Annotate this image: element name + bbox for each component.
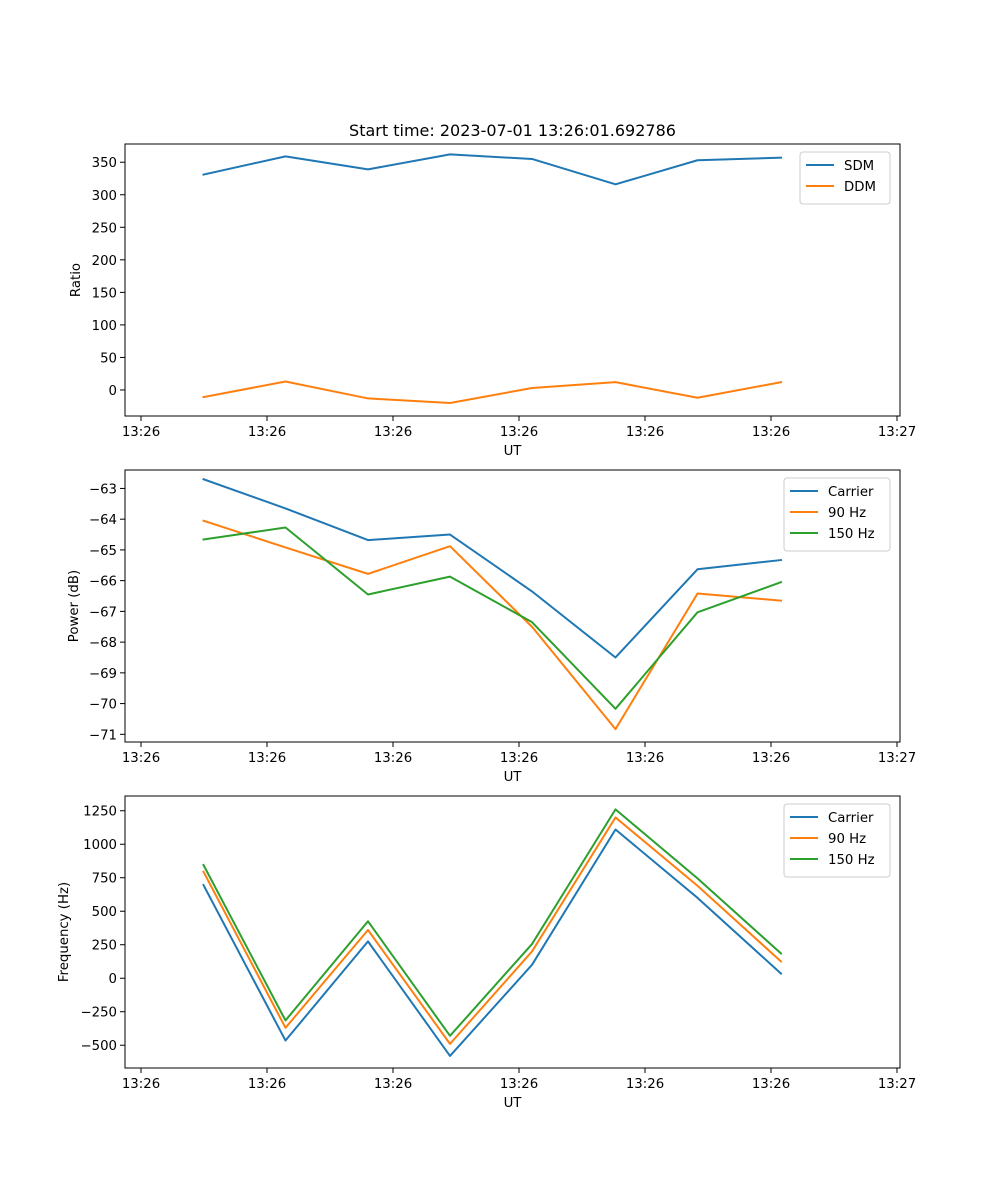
plot-area (125, 796, 900, 1068)
series-line-150-hz (202, 808, 783, 1037)
y-tick-label: −500 (80, 1039, 117, 1054)
x-tick-label: 13:26 (122, 751, 160, 766)
y-tick-label: 1250 (83, 805, 117, 820)
x-tick-label: 13:26 (626, 1077, 664, 1092)
plot-frame (124, 795, 901, 1069)
y-tick-label: 250 (92, 939, 117, 954)
x-tick-label: 13:26 (374, 751, 412, 766)
x-tick-label: 13:26 (248, 1077, 286, 1092)
y-tick-label: 0 (109, 384, 117, 399)
legend: Carrier 90 Hz 150 Hz (783, 803, 891, 878)
y-tick-label: 150 (92, 286, 117, 301)
legend: Carrier 90 Hz 150 Hz (783, 477, 891, 552)
y-tick-label: −71 (89, 728, 117, 743)
legend-label: Carrier (828, 811, 874, 826)
x-tick-label: 13:27 (878, 1077, 916, 1092)
y-tick-label: 500 (92, 905, 117, 920)
x-tick-label: 13:26 (374, 425, 412, 440)
legend-label: SDM (844, 159, 874, 174)
x-tick-label: 13:26 (248, 751, 286, 766)
x-axis-label: UT (504, 1096, 523, 1111)
series-line-sdm (202, 153, 783, 186)
plot-area (125, 144, 900, 416)
chart-title: Start time: 2023-07-01 13:26:01.692786 (349, 121, 676, 140)
ratio-panel: 13:26 13:26 13:26 13:26 13:26 13:26 13:27 0 50 10… (69, 143, 916, 459)
legend-label: 150 Hz (828, 527, 875, 542)
y-tick-label: 250 (92, 221, 117, 236)
x-tick-label: 13:27 (878, 425, 916, 440)
series-line-carrier (202, 828, 783, 1057)
plot-frame (124, 469, 901, 743)
y-tick-label: 750 (92, 872, 117, 887)
x-tick-label: 13:27 (878, 751, 916, 766)
y-tick-label: −67 (89, 605, 117, 620)
x-tick-label: 13:26 (500, 1077, 538, 1092)
y-tick-label: −63 (89, 482, 117, 497)
x-tick-label: 13:26 (626, 425, 664, 440)
y-tick-label: −66 (89, 575, 117, 590)
frequency-panel: 13:26 13:26 13:26 13:26 13:26 13:26 13:27 −500 −… (57, 795, 916, 1111)
y-tick-label: −65 (89, 544, 117, 559)
legend: SDM DDM (799, 151, 891, 205)
y-tick-label: 350 (92, 156, 117, 171)
series-line-ddm (202, 380, 783, 404)
x-tick-label: 13:26 (500, 425, 538, 440)
y-tick-label: 50 (100, 351, 117, 366)
x-tick-label: 13:26 (626, 751, 664, 766)
plot-area (125, 470, 900, 742)
x-tick-label: 13:26 (752, 751, 790, 766)
y-axis-label: Ratio (69, 263, 84, 297)
x-tick-label: 13:26 (248, 425, 286, 440)
y-tick-label: 100 (92, 319, 117, 334)
x-tick-label: 13:26 (500, 751, 538, 766)
y-tick-label: 0 (109, 972, 117, 987)
plot-frame (124, 143, 901, 417)
x-axis-label: UT (504, 444, 523, 459)
y-tick-label: 200 (92, 254, 117, 269)
power-panel: 13:26 13:26 13:26 13:26 13:26 13:26 13:27 −71 −7… (67, 469, 916, 785)
y-tick-label: −70 (89, 698, 117, 713)
y-tick-label: −64 (89, 513, 117, 528)
x-tick-label: 13:26 (122, 425, 160, 440)
x-tick-label: 13:26 (122, 1077, 160, 1092)
y-tick-label: 300 (92, 189, 117, 204)
x-tick-label: 13:26 (752, 425, 790, 440)
x-tick-label: 13:26 (374, 1077, 412, 1092)
y-tick-label: 1000 (83, 838, 117, 853)
y-tick-label: −250 (80, 1006, 117, 1021)
x-tick-label: 13:26 (752, 1077, 790, 1092)
series-line-90-hz (202, 816, 783, 1045)
x-axis-label: UT (504, 770, 523, 785)
y-axis-label: Frequency (Hz) (57, 882, 72, 982)
legend-label: 90 Hz (828, 506, 866, 521)
series-line-carrier (202, 477, 783, 659)
legend-label: 150 Hz (828, 853, 875, 868)
legend-label: 90 Hz (828, 832, 866, 847)
legend-label: Carrier (828, 485, 874, 500)
series-line-90-hz (202, 519, 783, 731)
y-axis-label: Power (dB) (67, 570, 82, 642)
y-tick-label: −68 (89, 636, 117, 651)
y-tick-label: −69 (89, 667, 117, 682)
series-line-150-hz (202, 526, 783, 710)
legend-label: DDM (844, 180, 876, 195)
